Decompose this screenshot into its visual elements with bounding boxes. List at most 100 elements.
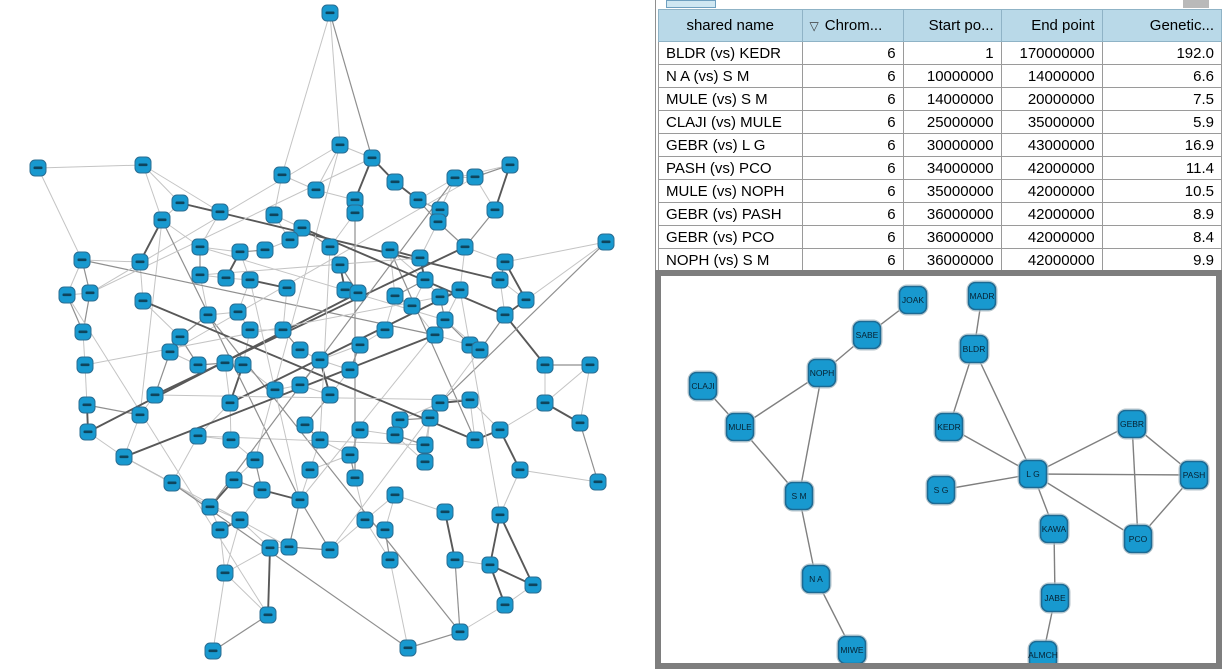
large-network-view[interactable] [0,0,655,669]
table-cell[interactable]: 42000000 [1000,202,1103,226]
network-node[interactable] [496,596,514,614]
network-edge[interactable] [142,164,163,221]
network-node[interactable] [446,169,464,187]
network-node[interactable] [73,251,91,269]
network-edge[interactable] [142,300,476,441]
network-node[interactable] [291,376,309,394]
table-cell[interactable]: 36000000 [902,248,1002,272]
network-node[interactable] [376,321,394,339]
network-node[interactable] [211,521,229,539]
network-edge[interactable] [389,249,476,441]
table-cell[interactable]: 1 [902,41,1002,65]
network-node[interactable] [241,321,259,339]
network-node[interactable] [486,201,504,219]
network-node[interactable] [466,431,484,449]
network-node[interactable] [266,381,284,399]
table-row[interactable]: NOPH (vs) S M 6 36000000 42000000 9.9 [658,248,1222,272]
network-node[interactable] [191,238,209,256]
table-cell[interactable]: 42000000 [1000,225,1103,249]
table-cell[interactable]: 6.6 [1101,64,1222,88]
network-node[interactable] [386,426,404,444]
table-cell[interactable]: 34000000 [902,156,1002,180]
network-node[interactable] [134,156,152,174]
network-node[interactable] [571,414,589,432]
table-cell[interactable]: 8.4 [1101,225,1222,249]
network-node[interactable] [363,149,381,167]
table-cell[interactable]: GEBR (vs) L G [658,133,803,157]
table-cell[interactable]: GEBR (vs) PCO [658,225,803,249]
network-node[interactable] [436,503,454,521]
network-node[interactable] [161,343,179,361]
network-edge[interactable] [199,257,421,276]
network-node-PCO[interactable]: PCO [1122,523,1154,555]
network-node[interactable] [466,168,484,186]
table-cell[interactable]: CLAJI (vs) MULE [658,110,803,134]
network-node[interactable] [201,498,219,516]
column-header-0[interactable]: shared name [658,9,803,42]
network-node[interactable] [436,311,454,329]
table-row[interactable]: CLAJI (vs) MULE 6 25000000 35000000 5.9 [658,110,1222,134]
table-cell[interactable]: 6 [801,248,904,272]
table-cell[interactable]: 6 [801,133,904,157]
table-row[interactable]: MULE (vs) NOPH 6 35000000 42000000 10.5 [658,179,1222,203]
network-node-L G[interactable]: L G [1017,458,1049,490]
network-edge-BLDR-L G[interactable] [973,348,1034,475]
network-node[interactable] [501,156,519,174]
table-row[interactable]: GEBR (vs) PCO 6 36000000 42000000 8.4 [658,225,1222,249]
table-cell[interactable]: 20000000 [1000,87,1103,111]
network-edge[interactable] [84,296,441,366]
network-node[interactable] [231,243,249,261]
network-node[interactable] [274,321,292,339]
network-edge[interactable] [154,246,466,396]
network-node[interactable] [256,241,274,259]
table-cell[interactable]: 36000000 [902,225,1002,249]
network-node[interactable] [131,406,149,424]
network-node[interactable] [253,481,271,499]
network-node[interactable] [225,471,243,489]
network-node-S M[interactable]: S M [783,480,815,512]
network-node[interactable] [76,356,94,374]
network-node-NOPH[interactable]: NOPH [806,357,838,389]
network-node[interactable] [416,453,434,471]
table-row[interactable]: GEBR (vs) L G 6 30000000 43000000 16.9 [658,133,1222,157]
network-node[interactable] [293,219,311,237]
network-node[interactable] [211,203,229,221]
table-row[interactable]: BLDR (vs) KEDR 6 1 170000000 192.0 [658,41,1222,65]
network-node[interactable] [431,288,449,306]
table-cell[interactable]: 192.0 [1101,41,1222,65]
table-cell[interactable]: 42000000 [1000,248,1103,272]
network-node[interactable] [222,431,240,449]
table-cell[interactable]: 36000000 [902,202,1002,226]
network-edge-L G-GEBR[interactable] [1032,423,1133,475]
network-node[interactable] [221,394,239,412]
network-node[interactable] [74,323,92,341]
network-edge[interactable] [459,289,501,516]
table-cell[interactable]: 14000000 [902,87,1002,111]
network-node[interactable] [321,4,339,22]
network-node[interactable] [199,306,217,324]
column-header-3[interactable]: End point [1000,9,1103,42]
network-node[interactable] [349,284,367,302]
network-edge[interactable] [212,614,269,652]
network-node[interactable] [280,538,298,556]
network-edge[interactable] [37,164,144,169]
filter-icon[interactable]: ▽ [809,19,819,33]
table-cell[interactable]: 6 [801,225,904,249]
network-node[interactable] [217,269,235,287]
network-edge[interactable] [267,547,271,616]
table-cell[interactable]: 25000000 [902,110,1002,134]
network-node[interactable] [341,446,359,464]
network-edge-NOPH-S M[interactable] [798,372,823,497]
network-node[interactable] [346,204,364,222]
table-cell[interactable]: 10000000 [902,64,1002,88]
network-node[interactable] [171,194,189,212]
network-node[interactable] [163,474,181,492]
network-node[interactable] [307,181,325,199]
network-node[interactable] [131,253,149,271]
table-cell[interactable]: GEBR (vs) PASH [658,202,803,226]
network-node-ALMCH[interactable]: ALMCH [1027,639,1059,663]
table-cell[interactable]: 16.9 [1101,133,1222,157]
network-node[interactable] [296,416,314,434]
network-edge[interactable] [519,469,599,483]
network-edge[interactable] [579,364,591,424]
